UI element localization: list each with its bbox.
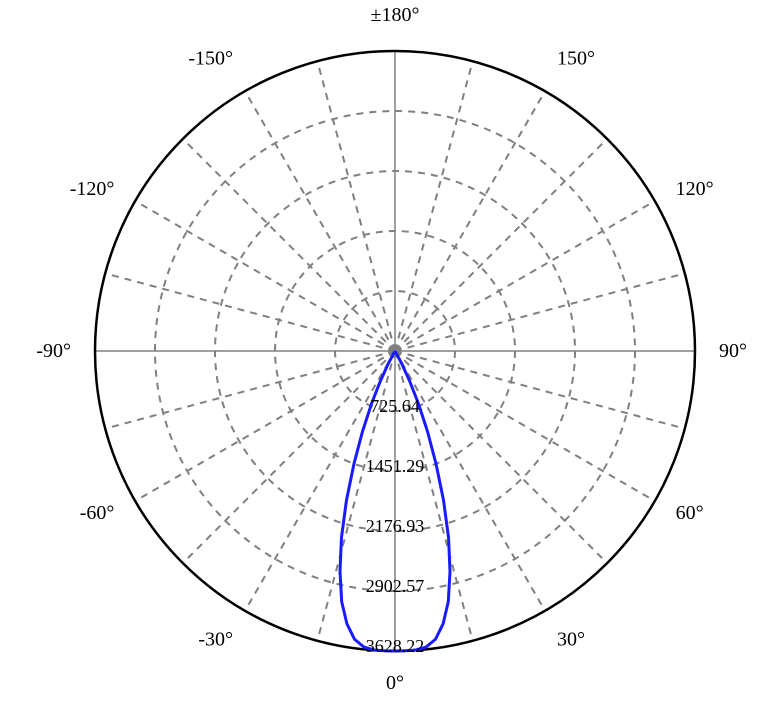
angle-label: -60° — [80, 502, 115, 524]
radial-label: 725.64 — [370, 396, 420, 416]
radial-label: 1451.29 — [366, 456, 425, 476]
radial-label: 2176.93 — [366, 516, 425, 536]
radial-label: 2902.57 — [366, 576, 425, 596]
polar-chart: 0° 30° 60° 90° 120° 150° ±180° -150° -120° -90° -6… — [0, 0, 775, 702]
angle-label: -90° — [36, 340, 71, 362]
angle-label: ±180° — [371, 4, 420, 26]
radial-label: 3628.22 — [366, 636, 425, 656]
polar-svg: 0° 30° 60° 90° 120° 150° ±180° -150° -120° -90° -6… — [0, 0, 775, 702]
angle-label: 30° — [557, 629, 585, 651]
angle-label: 0° — [386, 672, 404, 694]
angle-label: 90° — [719, 340, 747, 362]
angle-label: -150° — [188, 47, 233, 69]
angle-label: 150° — [557, 47, 595, 69]
angle-label: 120° — [676, 178, 714, 200]
angle-label: -120° — [70, 178, 115, 200]
angle-label: 60° — [676, 502, 704, 524]
angle-label: -30° — [198, 629, 233, 651]
